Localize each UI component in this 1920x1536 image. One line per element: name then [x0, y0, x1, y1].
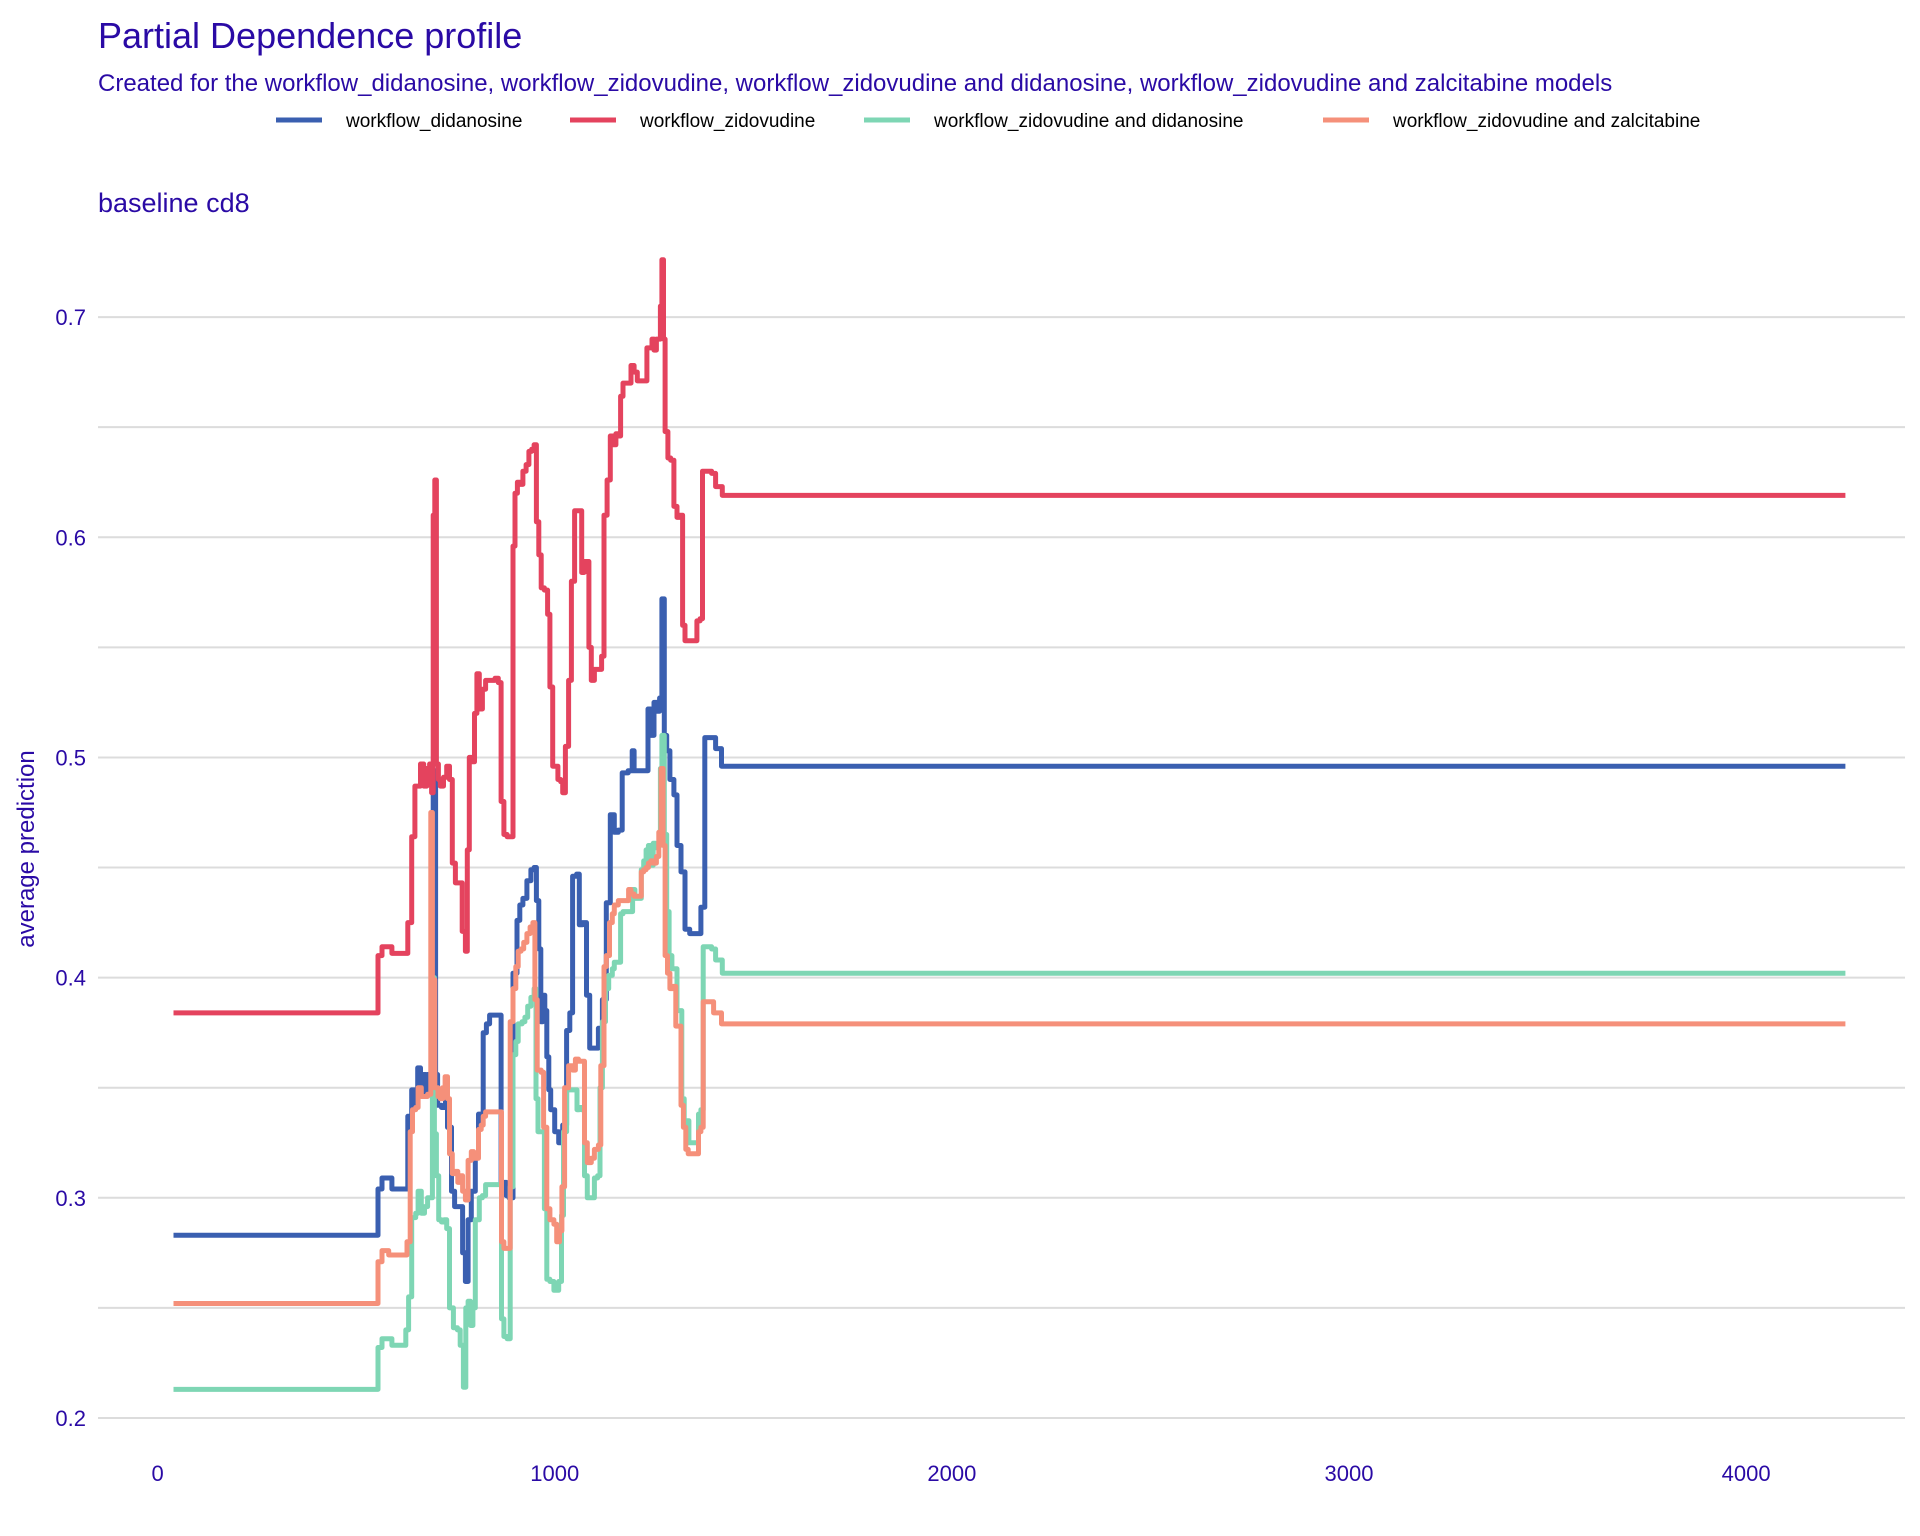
y-axis-ticks: 0.2 0.3 0.4 0.5 0.6 0.7 [55, 305, 86, 1431]
y-tick-label: 0.6 [55, 525, 86, 550]
y-tick-label: 0.2 [55, 1406, 86, 1431]
legend: workflow_didanosine workflow_zidovudine wo… [276, 111, 1700, 132]
chart-subtitle: Created for the workflow_didanosine, wor… [98, 70, 1612, 97]
x-axis-ticks: 0 1000 2000 3000 4000 [151, 1461, 1770, 1486]
y-tick-label: 0.5 [55, 745, 86, 770]
series-line-workflow-zidovudine-and-zalcitabine [173, 766, 1846, 1306]
series-line-workflow-didanosine [173, 596, 1846, 1284]
series-line-workflow-zidovudine-and-didanosine [173, 732, 1846, 1392]
y-tick-label: 0.3 [55, 1186, 86, 1211]
series-line-workflow-zidovudine [173, 257, 1846, 1016]
legend-label: workflow_zidovudine and didanosine [933, 111, 1243, 132]
x-tick-label: 0 [151, 1461, 163, 1486]
y-axis-label: average prediction [13, 750, 40, 947]
x-tick-label: 3000 [1325, 1461, 1374, 1486]
series-lines [173, 257, 1846, 1392]
chart-title: Partial Dependence profile [98, 15, 522, 56]
panel-label: baseline cd8 [98, 188, 250, 218]
x-tick-label: 4000 [1722, 1461, 1771, 1486]
grid-lines [98, 316, 1905, 1419]
legend-label: workflow_zidovudine and zalcitabine [1392, 111, 1700, 132]
y-tick-label: 0.4 [55, 966, 86, 991]
y-tick-label: 0.7 [55, 305, 86, 330]
legend-label: workflow_didanosine [345, 111, 522, 132]
x-tick-label: 2000 [927, 1461, 976, 1486]
x-tick-label: 1000 [530, 1461, 579, 1486]
legend-label: workflow_zidovudine [639, 111, 815, 132]
